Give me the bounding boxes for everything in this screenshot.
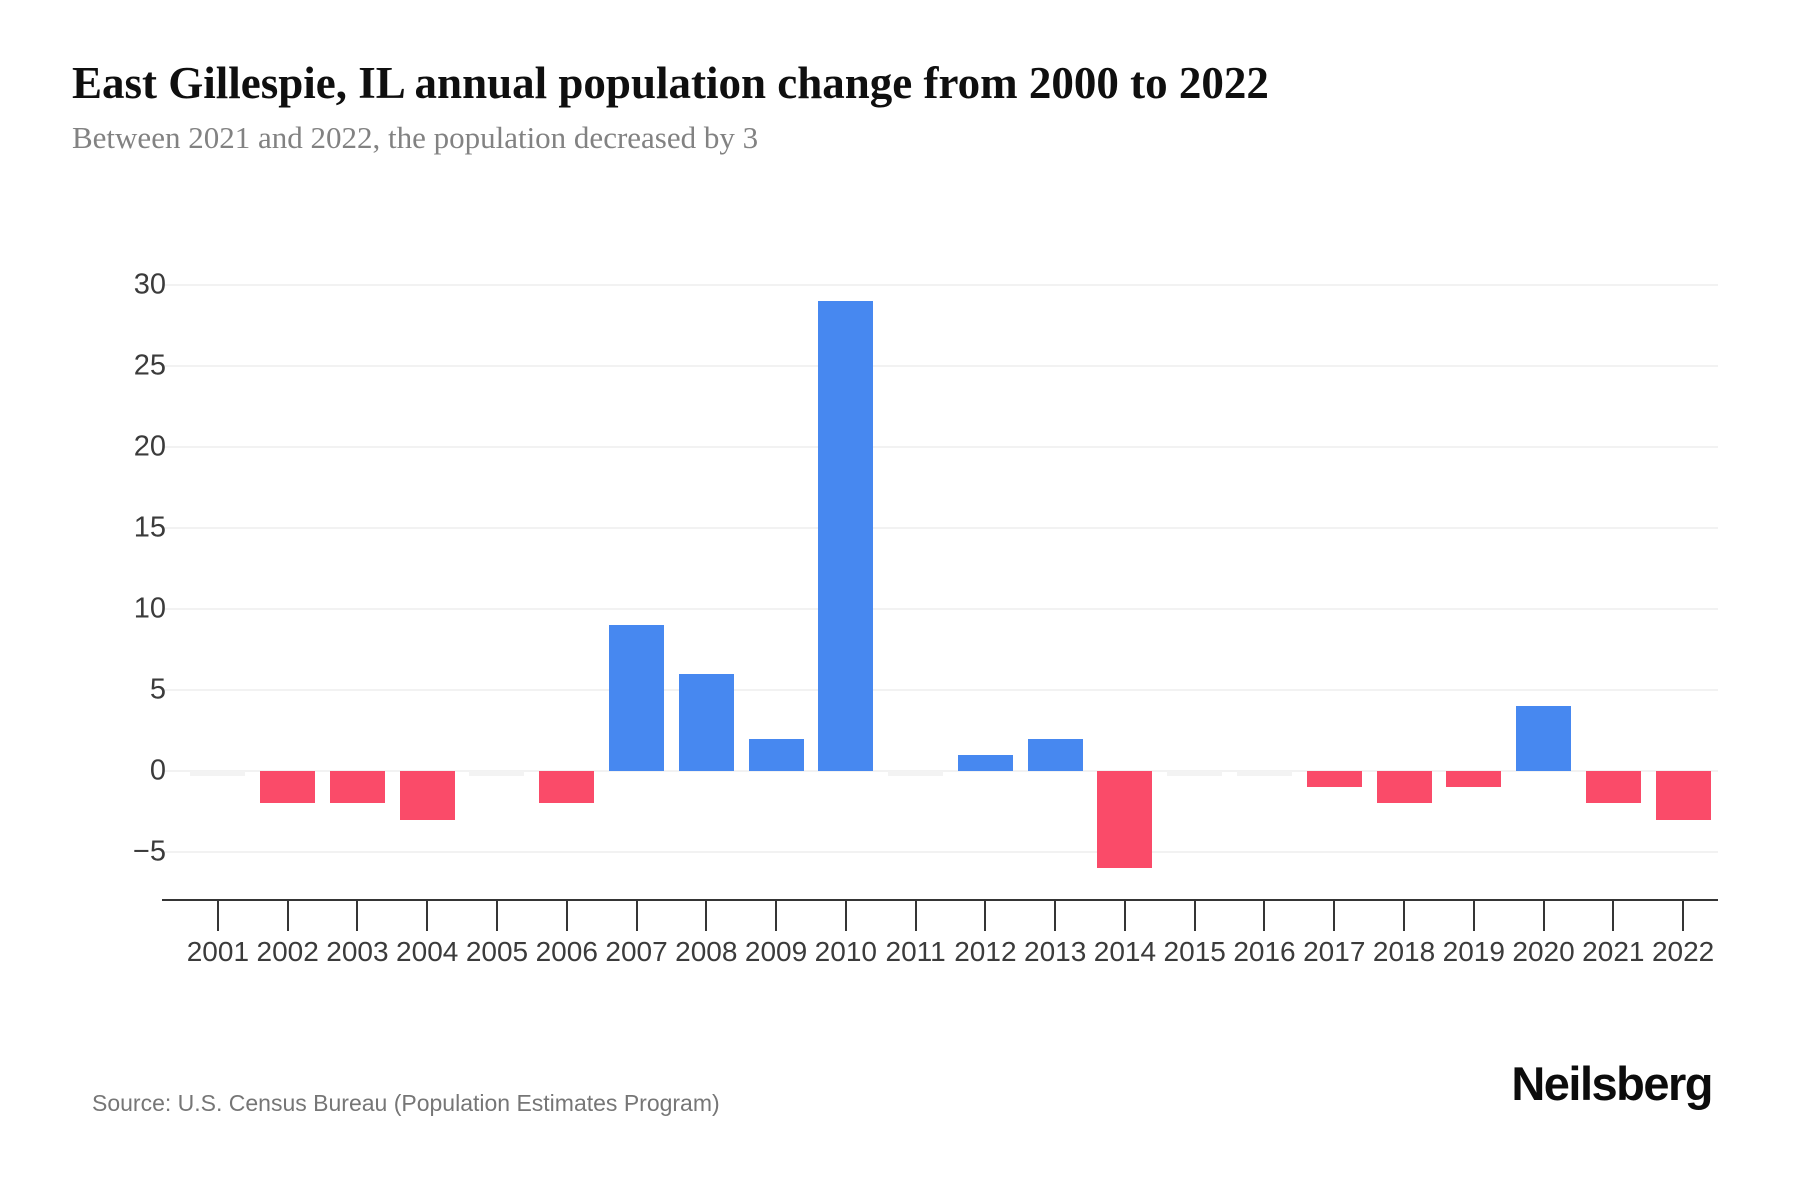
x-axis-label: 2008 [675, 936, 738, 967]
x-axis-label: 2001 [186, 936, 250, 967]
brand-logo: Neilsberg [1511, 1057, 1713, 1110]
x-axis-label: 2002 [256, 936, 319, 967]
y-grid-line [162, 365, 1718, 367]
bar-2012[interactable] [957, 754, 1013, 771]
y-axis-label: −5 [132, 835, 166, 868]
x-axis-line [162, 899, 1718, 901]
x-axis-tick [356, 901, 359, 931]
y-grid-line [162, 446, 1718, 448]
x-axis-label: 2013 [1024, 936, 1087, 967]
x-axis-tick [1193, 901, 1196, 931]
bar-2019[interactable] [1446, 771, 1502, 788]
x-axis-tick [1403, 901, 1406, 931]
x-axis-label: 2016 [1233, 936, 1296, 967]
bar-2014[interactable] [1097, 771, 1153, 869]
x-axis-tick [984, 901, 987, 931]
x-axis-tick [1612, 901, 1615, 931]
bar-2001[interactable] [190, 771, 246, 776]
source-note: Source: U.S. Census Bureau (Population E… [92, 1090, 720, 1116]
x-axis-label: 2015 [1163, 936, 1226, 967]
x-axis-tick [914, 901, 917, 931]
x-axis-label: 2014 [1093, 936, 1157, 967]
y-grid-line [162, 284, 1718, 286]
bar-2004[interactable] [399, 771, 455, 820]
x-axis-tick [1542, 901, 1545, 931]
y-axis-label: 20 [133, 430, 166, 463]
x-axis-tick [1333, 901, 1336, 931]
bar-2021[interactable] [1585, 771, 1641, 804]
x-axis-label: 2022 [1651, 936, 1715, 967]
x-axis-tick [286, 901, 289, 931]
x-axis-label: 2021 [1582, 936, 1645, 967]
x-axis-label: 2009 [744, 936, 808, 967]
y-axis-label: 5 [149, 673, 166, 706]
bar-2011[interactable] [888, 771, 944, 776]
x-axis-tick [1682, 901, 1685, 931]
bar-2005[interactable] [469, 771, 525, 776]
x-axis-label: 2017 [1303, 936, 1366, 967]
bar-2009[interactable] [748, 738, 804, 771]
y-axis-label: 15 [133, 511, 166, 544]
bar-2007[interactable] [609, 625, 665, 771]
bar-2015[interactable] [1167, 771, 1223, 776]
x-axis-label: 2006 [535, 936, 598, 967]
x-axis-label: 2011 [885, 936, 946, 967]
x-axis-tick [426, 901, 429, 931]
y-grid-line [162, 851, 1718, 853]
y-grid-line [162, 608, 1718, 610]
x-axis-tick [1472, 901, 1475, 931]
x-axis-tick [844, 901, 847, 931]
bar-2018[interactable] [1376, 771, 1432, 804]
y-grid-line [162, 527, 1718, 529]
x-axis-tick [565, 901, 568, 931]
y-axis-label: 0 [149, 754, 166, 787]
chart-subtitle: Between 2021 and 2022, the population de… [72, 120, 759, 155]
x-axis-label: 2003 [326, 936, 389, 967]
x-axis-tick [705, 901, 708, 931]
bar-2013[interactable] [1027, 738, 1083, 771]
x-axis-label: 2012 [954, 936, 1017, 967]
bar-2017[interactable] [1306, 771, 1362, 788]
bar-2003[interactable] [329, 771, 385, 804]
x-axis-tick [1263, 901, 1266, 931]
x-axis-tick [1054, 901, 1057, 931]
chart-title: East Gillespie, IL annual population cha… [72, 58, 1269, 108]
x-axis-label: 2020 [1512, 936, 1575, 967]
bar-2020[interactable] [1516, 706, 1572, 771]
bar-2006[interactable] [539, 771, 595, 804]
y-axis-label: 30 [133, 268, 166, 301]
bar-2008[interactable] [678, 673, 734, 771]
x-axis-tick [495, 901, 498, 931]
bar-2022[interactable] [1655, 771, 1711, 820]
y-grid-line [162, 689, 1718, 691]
x-axis-tick [635, 901, 638, 931]
bar-2010[interactable] [818, 301, 874, 771]
x-axis-label: 2004 [396, 936, 459, 967]
x-axis-label: 2005 [465, 936, 529, 967]
x-axis-tick [775, 901, 778, 931]
x-axis-label: 2019 [1442, 936, 1505, 967]
y-axis-label: 10 [133, 592, 166, 625]
bar-2002[interactable] [260, 771, 316, 804]
bar-2016[interactable] [1236, 771, 1292, 776]
x-axis-label: 2010 [814, 936, 877, 967]
x-axis-tick [216, 901, 219, 931]
x-axis-tick [1123, 901, 1126, 931]
y-axis-label: 25 [133, 349, 166, 382]
x-axis-label: 2007 [605, 936, 668, 967]
x-axis-label: 2018 [1372, 936, 1436, 967]
